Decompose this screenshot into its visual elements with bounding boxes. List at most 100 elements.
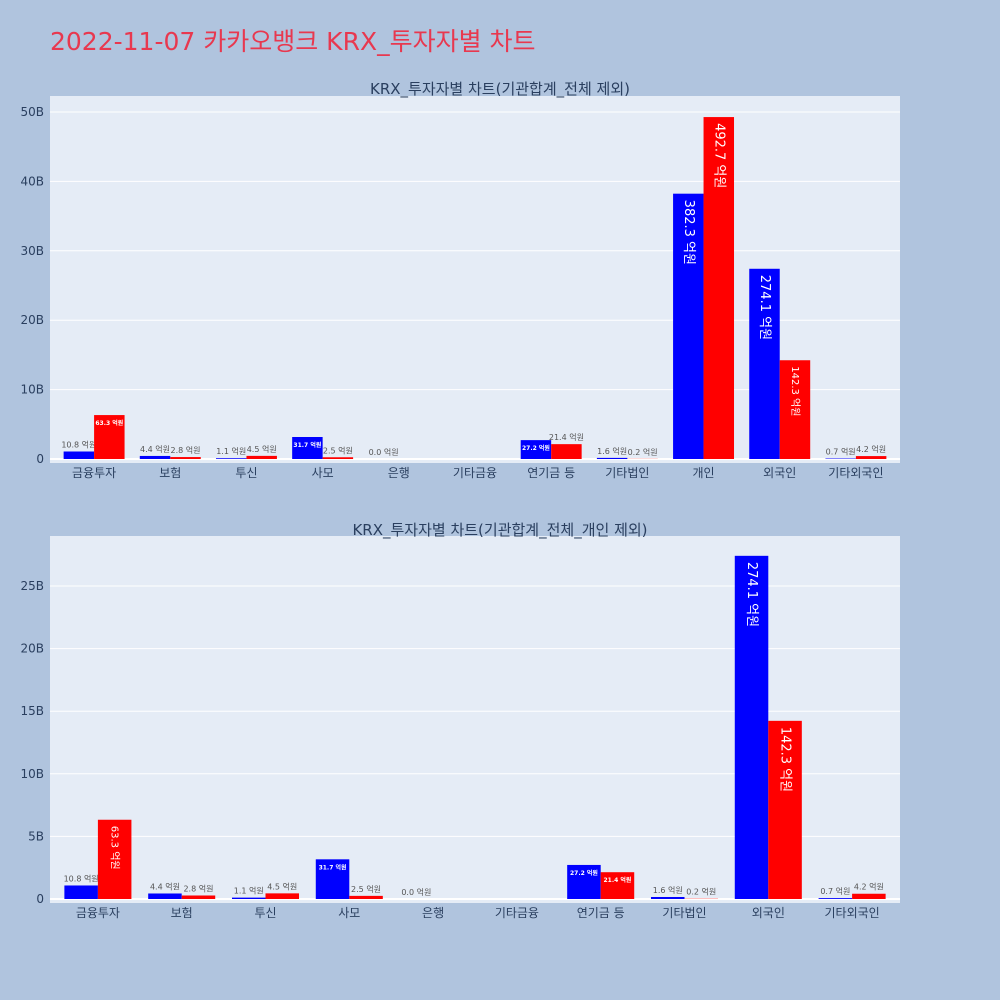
bar <box>63 451 95 459</box>
data-label: 0.7 억원 <box>820 886 850 896</box>
bar <box>855 456 887 459</box>
chart-investor-excl-individual: 0 5B 10B 15B 20B 25B KRX_투자자별 차트(기관합계_전체_개인 제외… <box>20 521 900 920</box>
data-label: 4.4 억원 <box>150 881 180 891</box>
bar <box>322 457 354 459</box>
bar <box>673 193 704 459</box>
data-label: 0.0 억원 <box>401 887 431 897</box>
x-tick-label: 투신 <box>235 466 257 480</box>
data-label: 31.7 억원 <box>293 441 321 449</box>
bar <box>97 819 132 899</box>
chart-investor-all: 0 10B 20B 30B 40B 50B KRX_투자자별 차트(기관합계_전체 제외) 금… <box>20 80 900 480</box>
x-tick-label: 기타외국인 <box>824 906 879 920</box>
data-label: 4.5 억원 <box>267 881 297 891</box>
x-tick-label: 기타금융 <box>495 906 539 920</box>
data-label: 4.2 억원 <box>854 882 884 892</box>
y-tick-label: 15B <box>20 704 44 718</box>
bar <box>703 117 735 460</box>
data-label: 27.2 억원 <box>522 444 550 452</box>
x-tick-label: 외국인 <box>763 466 796 480</box>
bar <box>265 893 300 899</box>
data-label: 10.8 억원 <box>61 440 96 450</box>
data-label: 382.3 억원 <box>681 200 696 265</box>
bar <box>734 555 769 899</box>
data-label: 21.4 억원 <box>549 432 584 442</box>
data-label: 1.1 억원 <box>234 886 264 896</box>
x-tick-label: 외국인 <box>752 906 785 920</box>
page-title: 2022-11-07 카카오뱅크 KRX_투자자별 차트 <box>50 27 536 56</box>
bar <box>215 458 247 459</box>
x-tick-label: 금융투자 <box>76 906 120 920</box>
x-tick-label: 금융투자 <box>72 466 116 480</box>
x-tick-label: 연기금 등 <box>527 466 575 480</box>
data-label: 1.6 억원 <box>597 446 627 456</box>
data-label: 63.3 억원 <box>109 826 121 870</box>
data-label: 2.8 억원 <box>183 883 213 893</box>
x-tick-label: 기타법인 <box>605 466 649 480</box>
bar <box>818 898 853 899</box>
x-tick-label: 개인 <box>692 466 714 480</box>
chart-title: KRX_투자자별 차트(기관합계_전체 제외) <box>370 80 630 99</box>
data-label: 492.7 억원 <box>711 123 726 188</box>
x-tick-label: 기타금융 <box>453 466 497 480</box>
data-label: 63.3 억원 <box>95 419 123 427</box>
bar <box>600 872 635 899</box>
x-tick-label: 보험 <box>171 906 193 920</box>
data-label: 4.5 억원 <box>247 444 277 454</box>
bar <box>170 457 201 459</box>
bar <box>139 455 171 459</box>
data-label: 2.5 억원 <box>351 884 381 894</box>
data-label: 0.0 억원 <box>369 447 399 457</box>
data-label: 2.5 억원 <box>323 445 353 455</box>
bar <box>852 893 886 899</box>
data-label: 31.7 억원 <box>319 863 347 871</box>
data-label: 0.7 억원 <box>826 447 856 457</box>
data-label: 142.3 억원 <box>789 366 801 416</box>
y-tick-label: 10B <box>20 383 44 397</box>
bar <box>768 720 802 899</box>
data-label: 1.6 억원 <box>653 885 683 895</box>
x-tick-label: 은행 <box>388 465 410 480</box>
y-tick-label: 50B <box>20 105 44 119</box>
bar <box>181 895 216 899</box>
x-tick-label: 연기금 등 <box>577 906 625 920</box>
x-tick-label: 보험 <box>159 466 181 480</box>
data-label: 27.2 억원 <box>570 869 598 877</box>
data-label: 274.1 억원 <box>757 275 772 340</box>
bar <box>779 360 811 459</box>
bar <box>520 440 552 459</box>
data-label: 2.8 억원 <box>171 445 201 455</box>
y-tick-label: 30B <box>20 244 44 258</box>
bar <box>749 268 780 459</box>
x-tick-label: 사모 <box>312 466 334 480</box>
bar <box>94 415 125 459</box>
bar <box>246 455 277 459</box>
bar <box>292 437 323 459</box>
y-tick-label: 10B <box>20 767 44 781</box>
data-label: 142.3 억원 <box>778 727 793 792</box>
chart-title: KRX_투자자별 차트(기관합계_전체_개인 제외) <box>352 521 647 540</box>
y-tick-label: 0 <box>36 892 44 906</box>
y-tick-label: 25B <box>20 579 44 593</box>
bar <box>551 444 582 459</box>
bar <box>650 896 685 899</box>
x-tick-label: 투신 <box>254 906 276 920</box>
bar <box>231 897 266 899</box>
x-tick-label: 기타외국인 <box>828 466 883 480</box>
data-label: 4.2 억원 <box>856 444 886 454</box>
bar <box>567 864 601 899</box>
data-label: 21.4 억원 <box>603 876 631 884</box>
bar <box>349 895 383 899</box>
bar <box>315 859 350 899</box>
data-label: 0.2 억원 <box>628 447 658 457</box>
x-tick-label: 기타법인 <box>662 906 706 920</box>
data-label: 1.1 억원 <box>216 446 246 456</box>
y-tick-label: 20B <box>20 313 44 327</box>
y-tick-label: 40B <box>20 174 44 188</box>
x-tick-label: 은행 <box>422 905 444 920</box>
data-label: 10.8 억원 <box>64 873 99 883</box>
y-tick-label: 5B <box>28 829 44 843</box>
bar <box>64 885 98 899</box>
x-tick-label: 사모 <box>338 906 360 920</box>
data-label: 274.1 억원 <box>744 562 759 627</box>
